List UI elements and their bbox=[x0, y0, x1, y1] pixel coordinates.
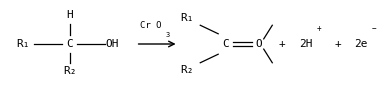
Text: R₂: R₂ bbox=[63, 66, 76, 76]
Text: 2e: 2e bbox=[354, 39, 368, 49]
Text: O: O bbox=[255, 39, 261, 49]
Text: C: C bbox=[222, 39, 229, 49]
Text: +: + bbox=[316, 24, 321, 33]
Text: 2H: 2H bbox=[299, 39, 312, 49]
Text: 3: 3 bbox=[166, 32, 170, 38]
Text: Cr O: Cr O bbox=[140, 21, 162, 30]
Text: −: − bbox=[372, 24, 376, 33]
Text: OH: OH bbox=[105, 39, 119, 49]
Text: H: H bbox=[66, 10, 73, 20]
Text: C: C bbox=[66, 39, 73, 49]
Text: +: + bbox=[335, 39, 341, 49]
Text: R₂: R₂ bbox=[180, 65, 193, 75]
Text: +: + bbox=[278, 39, 285, 49]
Text: R₁: R₁ bbox=[16, 39, 29, 49]
Text: R₁: R₁ bbox=[180, 13, 193, 23]
